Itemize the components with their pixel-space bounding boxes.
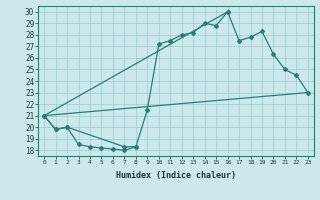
X-axis label: Humidex (Indice chaleur): Humidex (Indice chaleur) (116, 171, 236, 180)
